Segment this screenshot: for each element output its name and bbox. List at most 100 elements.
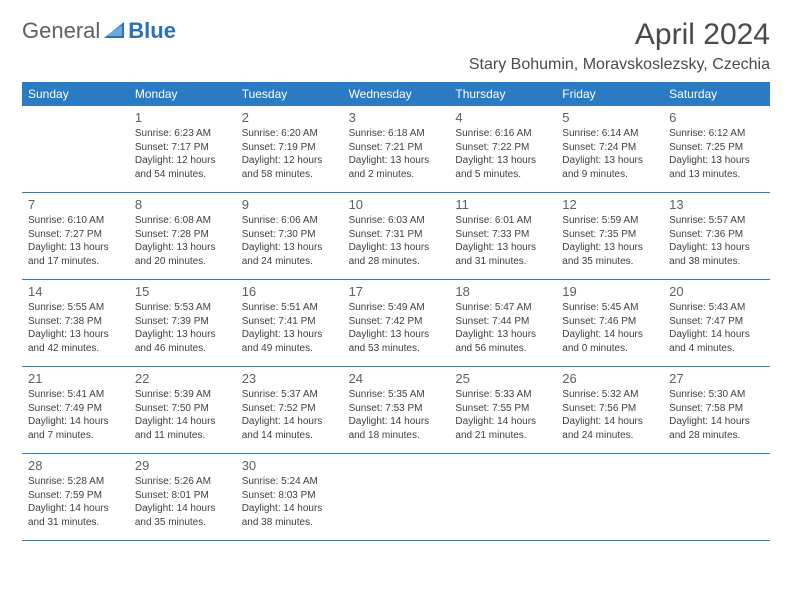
- day-cell: 30Sunrise: 5:24 AMSunset: 8:03 PMDayligh…: [236, 454, 343, 540]
- day-number: 27: [669, 371, 764, 386]
- day-info-line: Sunrise: 5:59 AM: [562, 214, 657, 228]
- day-info-line: Sunset: 7:22 PM: [455, 141, 550, 155]
- day-info-line: Sunrise: 5:33 AM: [455, 388, 550, 402]
- day-info-line: Daylight: 13 hours: [28, 241, 123, 255]
- day-cell: 10 Sunrise: 6:03 AMSunset: 7:31 PMDayligh…: [343, 193, 450, 279]
- day-cell: 11Sunrise: 6:01 AMSunset: 7:33 PMDayligh…: [449, 193, 556, 279]
- day-info-line: and 58 minutes.: [242, 168, 337, 182]
- logo-text-blue: Blue: [128, 18, 176, 44]
- weekday-header: Sunday: [22, 82, 129, 106]
- day-info-line: Sunrise: 5:28 AM: [28, 475, 123, 489]
- day-info-line: Daylight: 14 hours: [28, 502, 123, 516]
- day-info-line: Sunrise: 5:45 AM: [562, 301, 657, 315]
- day-cell: [22, 106, 129, 192]
- day-info-line: Sunrise: 5:39 AM: [135, 388, 230, 402]
- day-info-line: Daylight: 13 hours: [455, 241, 550, 255]
- day-cell: 8Sunrise: 6:08 AMSunset: 7:28 PMDaylight…: [129, 193, 236, 279]
- day-info-line: Sunset: 7:47 PM: [669, 315, 764, 329]
- location-text: Stary Bohumin, Moravskoslezsky, Czechia: [469, 56, 770, 74]
- day-cell: 18Sunrise: 5:47 AMSunset: 7:44 PMDayligh…: [449, 280, 556, 366]
- day-info-line: Sunset: 8:01 PM: [135, 489, 230, 503]
- day-info-line: Daylight: 13 hours: [135, 328, 230, 342]
- day-info-line: Sunset: 7:49 PM: [28, 402, 123, 416]
- day-cell: 7Sunrise: 6:10 AMSunset: 7:27 PMDaylight…: [22, 193, 129, 279]
- day-number: 10: [349, 197, 444, 212]
- day-cell: [556, 454, 663, 540]
- day-cell: 14Sunrise: 5:55 AMSunset: 7:38 PMDayligh…: [22, 280, 129, 366]
- day-number: 14: [28, 284, 123, 299]
- weekday-header: Monday: [129, 82, 236, 106]
- day-number: 19: [562, 284, 657, 299]
- day-info-line: Daylight: 14 hours: [455, 415, 550, 429]
- day-info-line: Sunset: 7:59 PM: [28, 489, 123, 503]
- day-info-line: Sunrise: 6:14 AM: [562, 127, 657, 141]
- day-info-line: and 4 minutes.: [669, 342, 764, 356]
- day-info-line: and 53 minutes.: [349, 342, 444, 356]
- day-info-line: Sunset: 7:28 PM: [135, 228, 230, 242]
- day-cell: 19Sunrise: 5:45 AMSunset: 7:46 PMDayligh…: [556, 280, 663, 366]
- day-cell: [343, 454, 450, 540]
- day-info-line: Sunrise: 6:08 AM: [135, 214, 230, 228]
- month-title: April 2024: [469, 18, 770, 52]
- day-info-line: Sunset: 7:50 PM: [135, 402, 230, 416]
- day-info-line: Sunrise: 5:49 AM: [349, 301, 444, 315]
- day-cell: 22Sunrise: 5:39 AMSunset: 7:50 PMDayligh…: [129, 367, 236, 453]
- day-info-line: and 5 minutes.: [455, 168, 550, 182]
- day-info-line: Sunrise: 5:57 AM: [669, 214, 764, 228]
- day-info-line: and 42 minutes.: [28, 342, 123, 356]
- day-cell: [663, 454, 770, 540]
- day-info-line: Sunrise: 6:03 AM: [349, 214, 444, 228]
- day-info-line: Sunset: 7:24 PM: [562, 141, 657, 155]
- day-info-line: Daylight: 13 hours: [349, 241, 444, 255]
- day-info-line: Daylight: 13 hours: [669, 154, 764, 168]
- day-cell: 20Sunrise: 5:43 AMSunset: 7:47 PMDayligh…: [663, 280, 770, 366]
- day-info-line: Sunset: 7:31 PM: [349, 228, 444, 242]
- day-info-line: Daylight: 14 hours: [562, 328, 657, 342]
- day-cell: [449, 454, 556, 540]
- day-info-line: Sunset: 7:58 PM: [669, 402, 764, 416]
- day-info-line: Sunset: 7:55 PM: [455, 402, 550, 416]
- day-info-line: Sunrise: 6:20 AM: [242, 127, 337, 141]
- day-info-line: Sunset: 7:21 PM: [349, 141, 444, 155]
- day-info-line: and 38 minutes.: [242, 516, 337, 530]
- day-info-line: and 17 minutes.: [28, 255, 123, 269]
- day-info-line: Sunrise: 5:26 AM: [135, 475, 230, 489]
- day-info-line: Sunrise: 5:35 AM: [349, 388, 444, 402]
- day-cell: 1Sunrise: 6:23 AMSunset: 7:17 PMDaylight…: [129, 106, 236, 192]
- day-info-line: and 24 minutes.: [242, 255, 337, 269]
- day-info-line: Daylight: 13 hours: [242, 241, 337, 255]
- day-info-line: and 31 minutes.: [28, 516, 123, 530]
- day-info-line: Sunrise: 5:41 AM: [28, 388, 123, 402]
- day-info-line: Daylight: 12 hours: [242, 154, 337, 168]
- day-number: 28: [28, 458, 123, 473]
- day-number: 25: [455, 371, 550, 386]
- day-cell: 2Sunrise: 6:20 AMSunset: 7:19 PMDaylight…: [236, 106, 343, 192]
- calendar-grid: SundayMondayTuesdayWednesdayThursdayFrid…: [0, 82, 792, 541]
- weekday-header: Wednesday: [343, 82, 450, 106]
- day-info-line: Sunset: 7:33 PM: [455, 228, 550, 242]
- day-cell: 16Sunrise: 5:51 AMSunset: 7:41 PMDayligh…: [236, 280, 343, 366]
- day-info-line: Daylight: 13 hours: [455, 328, 550, 342]
- day-info-line: and 13 minutes.: [669, 168, 764, 182]
- day-info-line: and 14 minutes.: [242, 429, 337, 443]
- day-info-line: Daylight: 14 hours: [242, 415, 337, 429]
- day-info-line: Daylight: 13 hours: [562, 241, 657, 255]
- day-info-line: Sunset: 7:27 PM: [28, 228, 123, 242]
- day-cell: 3Sunrise: 6:18 AMSunset: 7:21 PMDaylight…: [343, 106, 450, 192]
- week-row: 28 Sunrise: 5:28 AMSunset: 7:59 PMDayligh…: [22, 454, 770, 541]
- day-info-line: Sunrise: 5:24 AM: [242, 475, 337, 489]
- weekday-header-row: SundayMondayTuesdayWednesdayThursdayFrid…: [22, 82, 770, 106]
- day-number: 12: [562, 197, 657, 212]
- day-info-line: Sunset: 7:53 PM: [349, 402, 444, 416]
- day-info-line: and 0 minutes.: [562, 342, 657, 356]
- day-info-line: and 20 minutes.: [135, 255, 230, 269]
- day-number: 24: [349, 371, 444, 386]
- day-info-line: Sunset: 7:17 PM: [135, 141, 230, 155]
- day-number: 29: [135, 458, 230, 473]
- day-info-line: and 2 minutes.: [349, 168, 444, 182]
- day-info-line: and 35 minutes.: [135, 516, 230, 530]
- day-number: 16: [242, 284, 337, 299]
- day-info-line: Sunrise: 5:55 AM: [28, 301, 123, 315]
- day-info-line: and 38 minutes.: [669, 255, 764, 269]
- day-cell: 21Sunrise: 5:41 AMSunset: 7:49 PMDayligh…: [22, 367, 129, 453]
